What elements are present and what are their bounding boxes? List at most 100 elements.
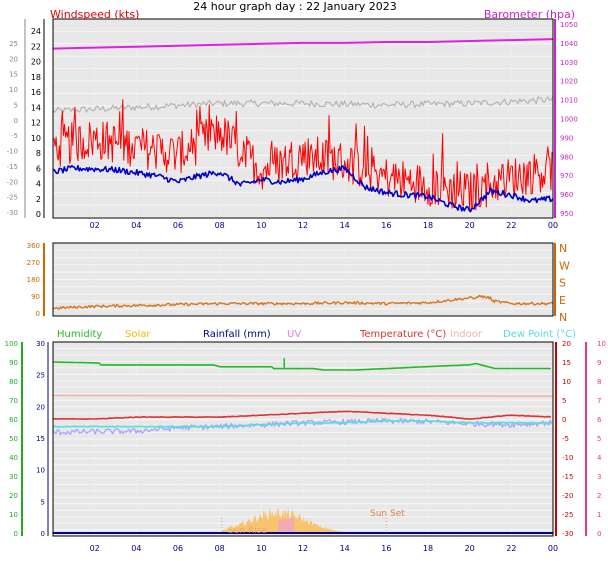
gust-tick: 25 bbox=[9, 40, 18, 48]
x-tick-label: 02 bbox=[90, 221, 100, 230]
x-tick-label: 12 bbox=[298, 544, 308, 553]
x-tick-label: 22 bbox=[506, 221, 516, 230]
gust-tick: 0 bbox=[14, 117, 18, 125]
windspeed-tick: 2 bbox=[36, 195, 41, 204]
humidity-tick: 80 bbox=[9, 378, 18, 386]
x-tick-label: 06 bbox=[173, 544, 183, 553]
x-tick-label: 18 bbox=[423, 544, 433, 553]
barometer-axis-label: Barometer (hpa) bbox=[484, 8, 575, 21]
direction-tick: 180 bbox=[27, 276, 40, 284]
x-tick-label: 14 bbox=[340, 221, 350, 230]
uv-bars bbox=[278, 518, 295, 533]
gust-tick: 5 bbox=[14, 101, 18, 109]
rainfall-tick: 5 bbox=[41, 498, 45, 506]
x-tick-label: 00 bbox=[548, 544, 558, 553]
legend-indoor: Indoor bbox=[450, 329, 483, 340]
sunrise-label: Sun Rise bbox=[228, 526, 267, 536]
humidity-tick: 0 bbox=[14, 530, 18, 538]
barometer-tick: 1010 bbox=[560, 97, 578, 105]
x-tick-label: 18 bbox=[423, 221, 433, 230]
x-tick-label: 16 bbox=[381, 221, 391, 230]
humidity-line bbox=[53, 361, 551, 371]
windspeed-tick: 20 bbox=[31, 58, 41, 67]
windspeed-axis-label: Windspeed (kts) bbox=[50, 8, 139, 21]
uv-tick: 8 bbox=[597, 378, 601, 386]
uv-tick: 6 bbox=[597, 416, 602, 424]
x-tick-label: 04 bbox=[131, 221, 141, 230]
barometer-tick: 1050 bbox=[560, 21, 578, 29]
chart-title: 24 hour graph day : 22 January 2023 bbox=[193, 0, 397, 13]
gust-tick: -5 bbox=[11, 132, 18, 140]
x-tick-label: 20 bbox=[465, 544, 475, 553]
uv-tick: 4 bbox=[597, 454, 602, 462]
windspeed-tick: 0 bbox=[36, 210, 41, 219]
x-tick-label: 14 bbox=[340, 544, 350, 553]
temperature-tick: 20 bbox=[562, 340, 571, 348]
solar-area bbox=[221, 508, 387, 533]
temperature-tick: 0 bbox=[562, 416, 566, 424]
humidity-tick: 50 bbox=[9, 435, 18, 443]
x-tick-label: 20 bbox=[465, 221, 475, 230]
temperature-tick: -25 bbox=[562, 511, 573, 519]
gust-tick: 15 bbox=[9, 71, 18, 79]
uv-tick: 1 bbox=[597, 511, 601, 519]
compass-tick: E bbox=[559, 294, 566, 307]
barometer-line bbox=[52, 38, 554, 50]
uv-tick: 3 bbox=[597, 473, 601, 481]
x-tick-label: 12 bbox=[298, 221, 308, 230]
gust-gray-line bbox=[52, 96, 554, 114]
humidity-tick: 30 bbox=[9, 473, 18, 481]
rainfall-tick: 25 bbox=[36, 372, 45, 380]
series-layer bbox=[52, 38, 554, 536]
x-tick-label: 10 bbox=[256, 221, 266, 230]
windspeed-tick: 14 bbox=[31, 103, 41, 112]
humidity-tick: 40 bbox=[9, 454, 18, 462]
uv-tick: 0 bbox=[597, 530, 601, 538]
windspeed-tick: 22 bbox=[31, 42, 41, 51]
humidity-tick: 100 bbox=[5, 340, 18, 348]
barometer-tick: 980 bbox=[560, 153, 573, 161]
barometer-tick: 1020 bbox=[560, 78, 578, 86]
direction-tick: 360 bbox=[27, 242, 40, 250]
humidity-tick: 60 bbox=[9, 416, 18, 424]
barometer-tick: 950 bbox=[560, 210, 573, 218]
temperature-tick: -15 bbox=[562, 473, 573, 481]
temperature-tick: -20 bbox=[562, 492, 573, 500]
humidity-tick: 90 bbox=[9, 359, 18, 367]
x-tick-label: 10 bbox=[256, 544, 266, 553]
temperature-tick: 15 bbox=[562, 359, 571, 367]
windspeed-tick: 4 bbox=[36, 180, 41, 189]
x-tick-label: 06 bbox=[173, 221, 183, 230]
gust-tick: -30 bbox=[7, 209, 18, 217]
humidity-tick: 20 bbox=[9, 492, 18, 500]
plot-frames bbox=[52, 18, 554, 537]
legend-humidity: Humidity bbox=[57, 329, 102, 340]
legend-solar: Solar bbox=[125, 329, 151, 340]
direction-tick: 0 bbox=[36, 310, 40, 318]
windspeed-tick: 12 bbox=[31, 119, 41, 128]
barometer-tick: 1000 bbox=[560, 116, 578, 124]
gust-tick: -25 bbox=[7, 194, 18, 202]
rainfall-tick: 15 bbox=[36, 435, 45, 443]
compass-tick: S bbox=[559, 277, 566, 290]
temperature-tick: 5 bbox=[562, 397, 566, 405]
barometer-tick: 960 bbox=[560, 191, 573, 199]
rainfall-tick: 10 bbox=[36, 467, 45, 475]
x-tick-label: 02 bbox=[90, 544, 100, 553]
legend-rainfall: Rainfall (mm) bbox=[203, 329, 271, 340]
gust-tick: -10 bbox=[7, 148, 18, 156]
x-tick-label: 08 bbox=[215, 221, 225, 230]
direction-tick: 270 bbox=[27, 259, 40, 267]
uv-tick: 7 bbox=[597, 397, 601, 405]
direction-tick: 90 bbox=[31, 293, 40, 301]
compass-tick: N bbox=[559, 242, 567, 255]
windspeed-tick: 10 bbox=[31, 134, 41, 143]
rainfall-tick: 30 bbox=[36, 340, 45, 348]
barometer-tick: 1030 bbox=[560, 59, 578, 67]
windspeed-tick: 6 bbox=[36, 164, 41, 173]
temperature-line bbox=[52, 410, 551, 421]
windspeed-tick: 8 bbox=[36, 149, 41, 158]
dewpoint-line bbox=[52, 419, 551, 428]
